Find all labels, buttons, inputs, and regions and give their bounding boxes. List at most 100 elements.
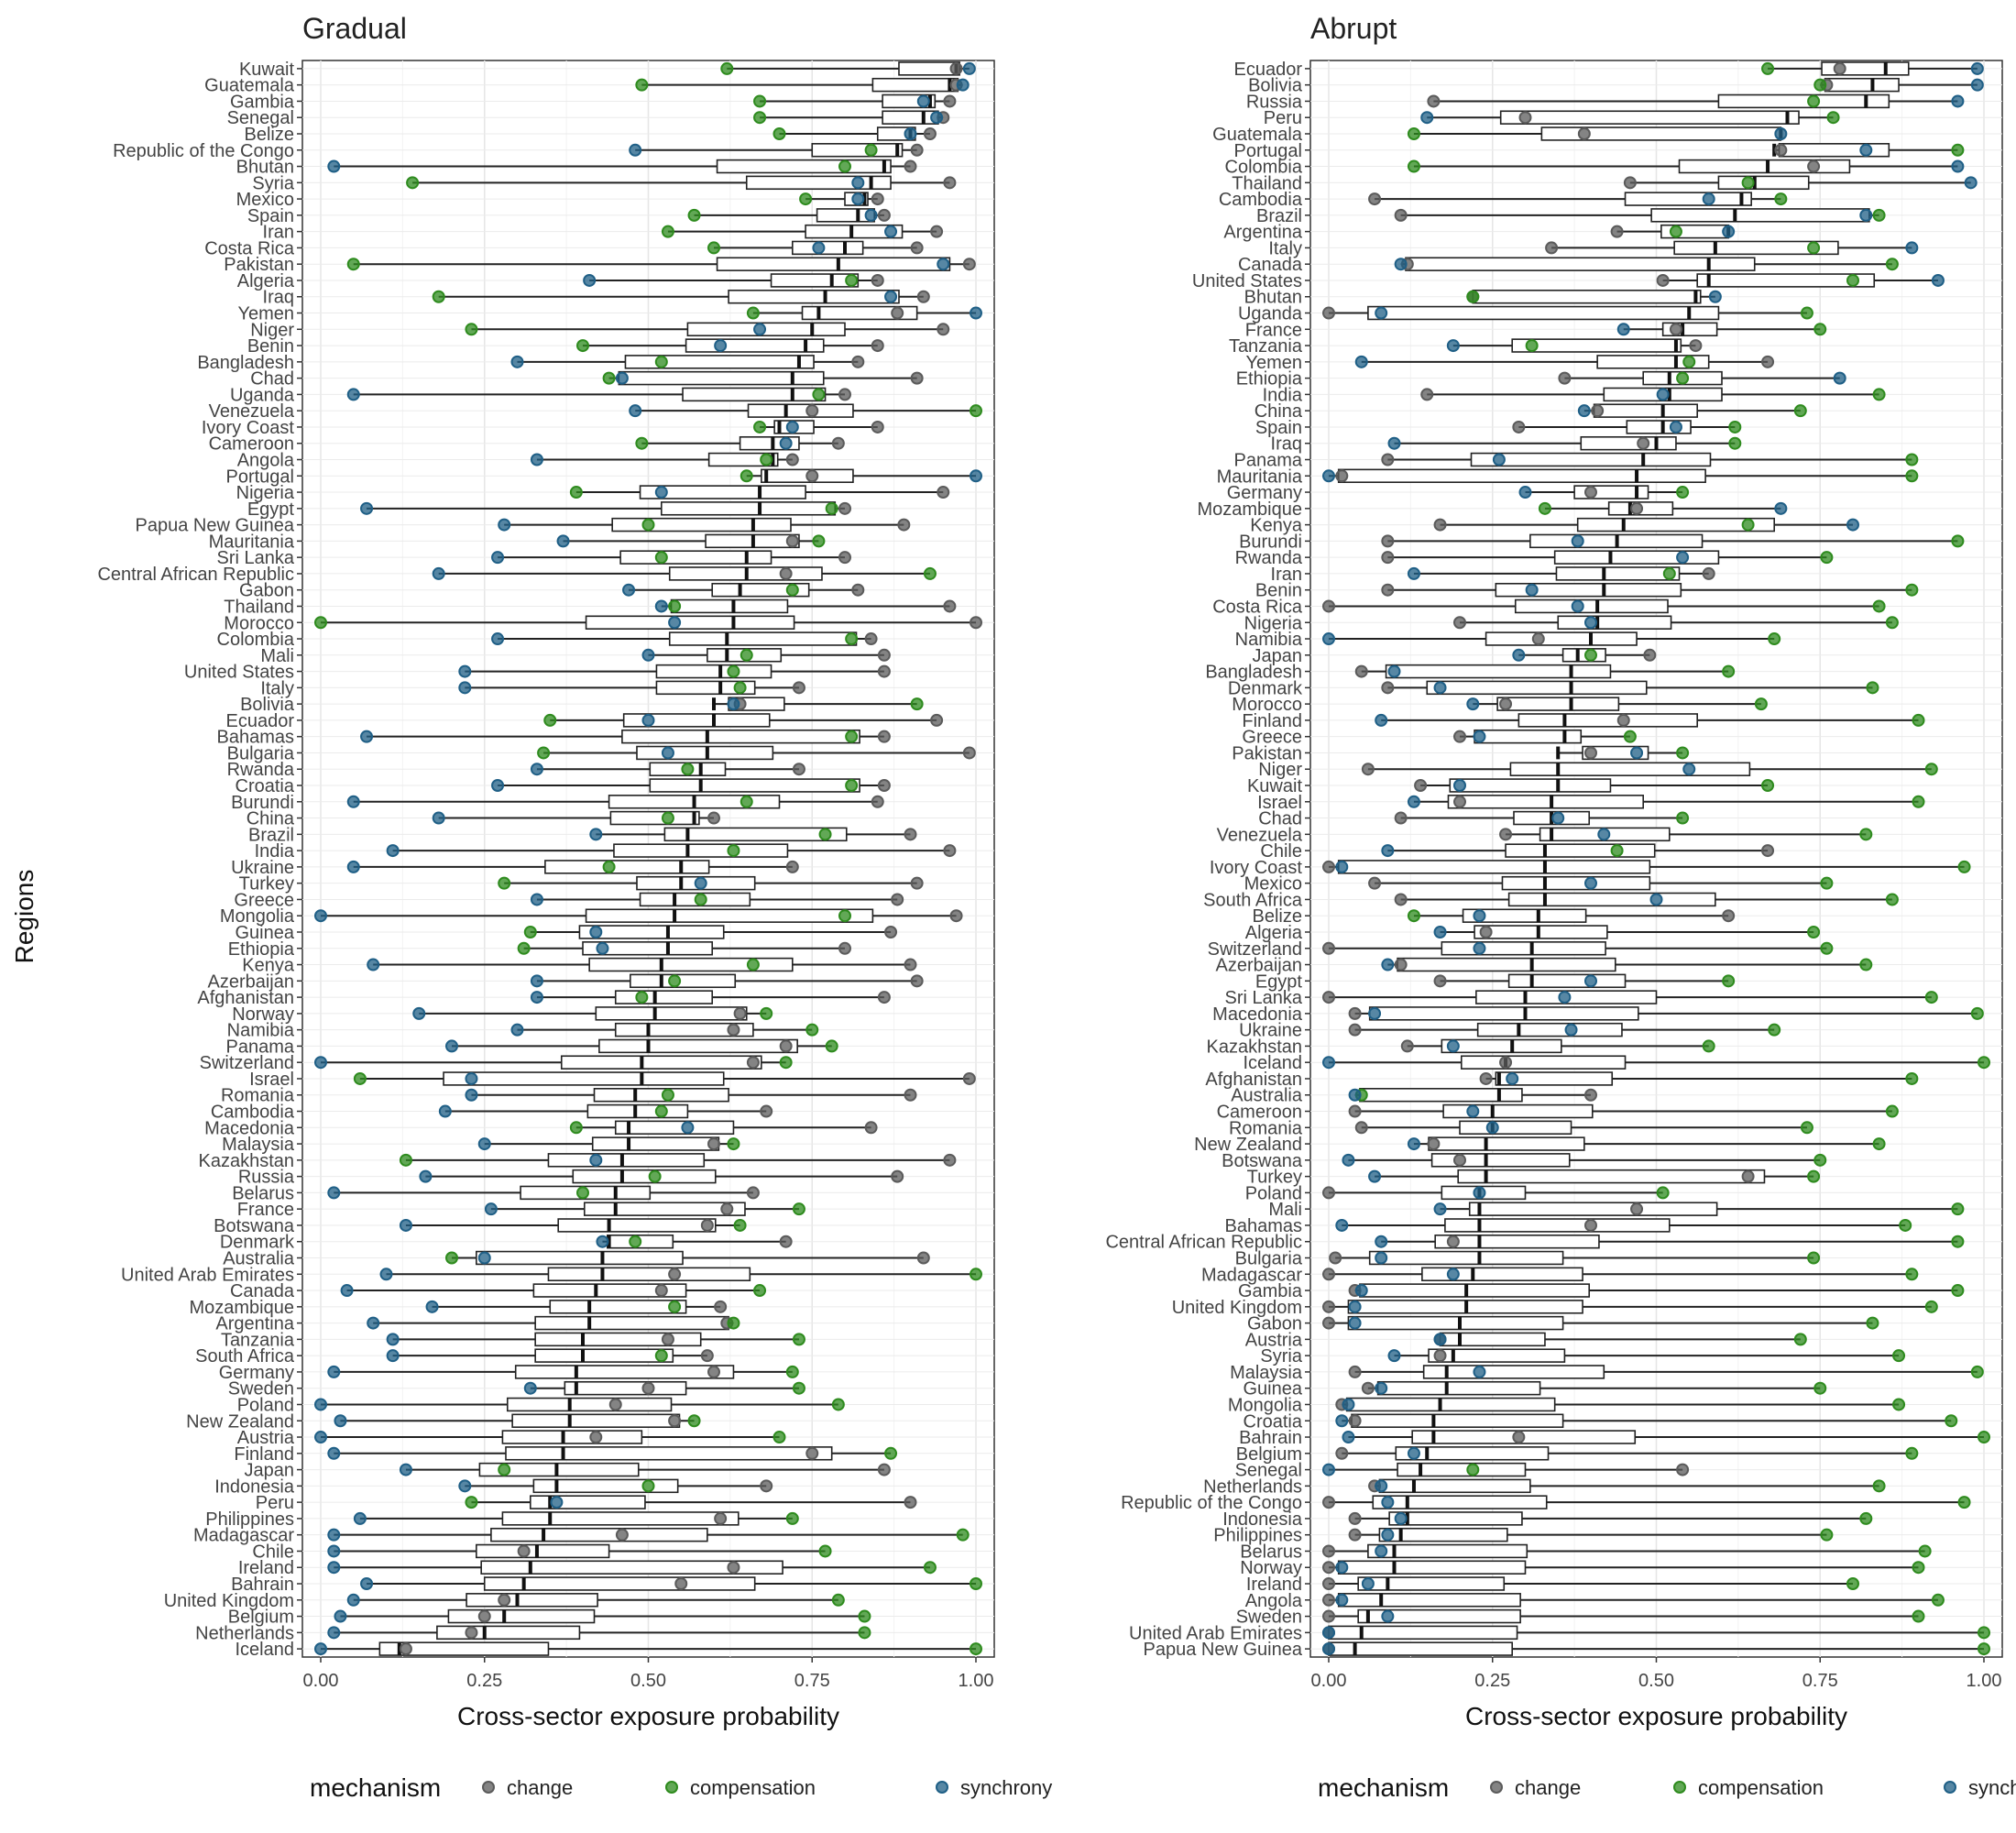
point-synchrony — [1433, 925, 1447, 938]
category-label: Venezuela — [209, 401, 295, 422]
box-uganda — [353, 387, 845, 402]
box-namibia — [517, 1022, 813, 1037]
category-label: United Arab Emirates — [121, 1265, 294, 1285]
box-niger — [471, 322, 944, 337]
category-label: Macedonia — [1212, 1004, 1303, 1025]
box — [1468, 1202, 1718, 1216]
box-mongolia — [321, 908, 957, 923]
box — [1476, 1022, 1623, 1037]
point-synchrony — [930, 111, 944, 125]
point-change — [1348, 1023, 1362, 1037]
point-compensation — [1872, 599, 1886, 613]
point-change — [904, 958, 917, 971]
box — [682, 387, 827, 402]
point-compensation — [812, 388, 826, 401]
category-label: Austria — [237, 1428, 295, 1448]
point-change — [1630, 1202, 1644, 1216]
point-compensation — [1813, 78, 1827, 92]
point-change — [937, 323, 950, 336]
point-compensation — [498, 1463, 511, 1476]
point-compensation — [727, 1137, 740, 1151]
legend-label-compensation: compensation — [1698, 1776, 1824, 1799]
category-label: United Kingdom — [1172, 1298, 1302, 1318]
box — [529, 1495, 646, 1509]
box — [501, 1430, 643, 1444]
point-synchrony — [1774, 126, 1788, 140]
box — [564, 1380, 687, 1396]
category-label: New Zealand — [186, 1411, 294, 1432]
point-compensation — [727, 1316, 740, 1330]
point-change — [1348, 1006, 1362, 1020]
point-change — [707, 1365, 720, 1378]
box-costa-rica — [714, 240, 917, 256]
category-label: Kuwait — [239, 60, 294, 80]
point-synchrony — [360, 501, 374, 515]
category-label: Kazakhstan — [1206, 1037, 1302, 1057]
box — [593, 1088, 729, 1103]
point-change — [1394, 208, 1408, 222]
point-compensation — [772, 1431, 786, 1444]
category-label: Cameroon — [1217, 1103, 1302, 1123]
point-synchrony — [1348, 1088, 1362, 1102]
box — [578, 925, 725, 939]
point-compensation — [668, 1300, 682, 1313]
category-label: Spain — [1255, 418, 1302, 438]
box — [514, 1365, 735, 1379]
point-synchrony — [1387, 436, 1401, 450]
point-change — [916, 1251, 930, 1265]
category-label: Panama — [226, 1037, 295, 1057]
category-label: Benin — [247, 336, 294, 357]
point-compensation — [1741, 176, 1755, 190]
point-compensation — [1676, 746, 1690, 760]
point-change — [838, 388, 851, 401]
box-malaysia — [484, 1136, 734, 1151]
box-macedonia — [575, 1120, 871, 1136]
category-label: Switzerland — [1208, 939, 1302, 960]
box — [1426, 680, 1648, 696]
point-change — [910, 143, 924, 157]
point-change — [1577, 126, 1591, 140]
category-label: Bangladesh — [197, 353, 294, 373]
point-compensation — [576, 1186, 589, 1200]
point-change — [1322, 941, 1335, 955]
category-label: Kenya — [242, 956, 295, 976]
category-label: Israel — [1257, 793, 1302, 813]
point-synchrony — [458, 664, 472, 678]
point-synchrony — [510, 1023, 524, 1037]
point-synchrony — [589, 828, 603, 841]
category-label: New Zealand — [1194, 1135, 1302, 1155]
x-tick-label: 0.00 — [1311, 1671, 1347, 1691]
point-synchrony — [1335, 1593, 1349, 1607]
point-synchrony — [367, 958, 380, 971]
point-synchrony — [1368, 1006, 1382, 1020]
category-label: Bolivia — [240, 695, 295, 715]
point-synchrony — [1951, 159, 1965, 173]
box — [745, 175, 892, 191]
point-synchrony — [1342, 1398, 1355, 1411]
box — [1460, 1055, 1627, 1070]
category-label: Yemen — [237, 304, 294, 324]
box — [511, 1413, 681, 1428]
box — [871, 77, 959, 93]
box-senegal — [1329, 1462, 1683, 1477]
point-compensation — [635, 991, 649, 1004]
point-compensation — [576, 339, 589, 353]
point-compensation — [1774, 192, 1788, 206]
point-compensation — [785, 583, 799, 597]
point-change — [1322, 860, 1335, 873]
point-synchrony — [970, 469, 982, 483]
point-change — [871, 339, 884, 353]
box — [534, 1348, 674, 1363]
category-label: Bhutan — [1244, 288, 1302, 308]
point-compensation — [746, 306, 760, 320]
box — [791, 240, 864, 256]
category-label: Australia — [1231, 1086, 1303, 1106]
point-compensation — [727, 844, 740, 858]
box — [614, 990, 714, 1004]
box — [639, 485, 806, 499]
point-compensation — [1584, 648, 1597, 662]
point-compensation — [760, 1006, 773, 1020]
box — [1357, 1608, 1521, 1624]
box — [378, 1641, 550, 1656]
point-change — [720, 1202, 734, 1216]
